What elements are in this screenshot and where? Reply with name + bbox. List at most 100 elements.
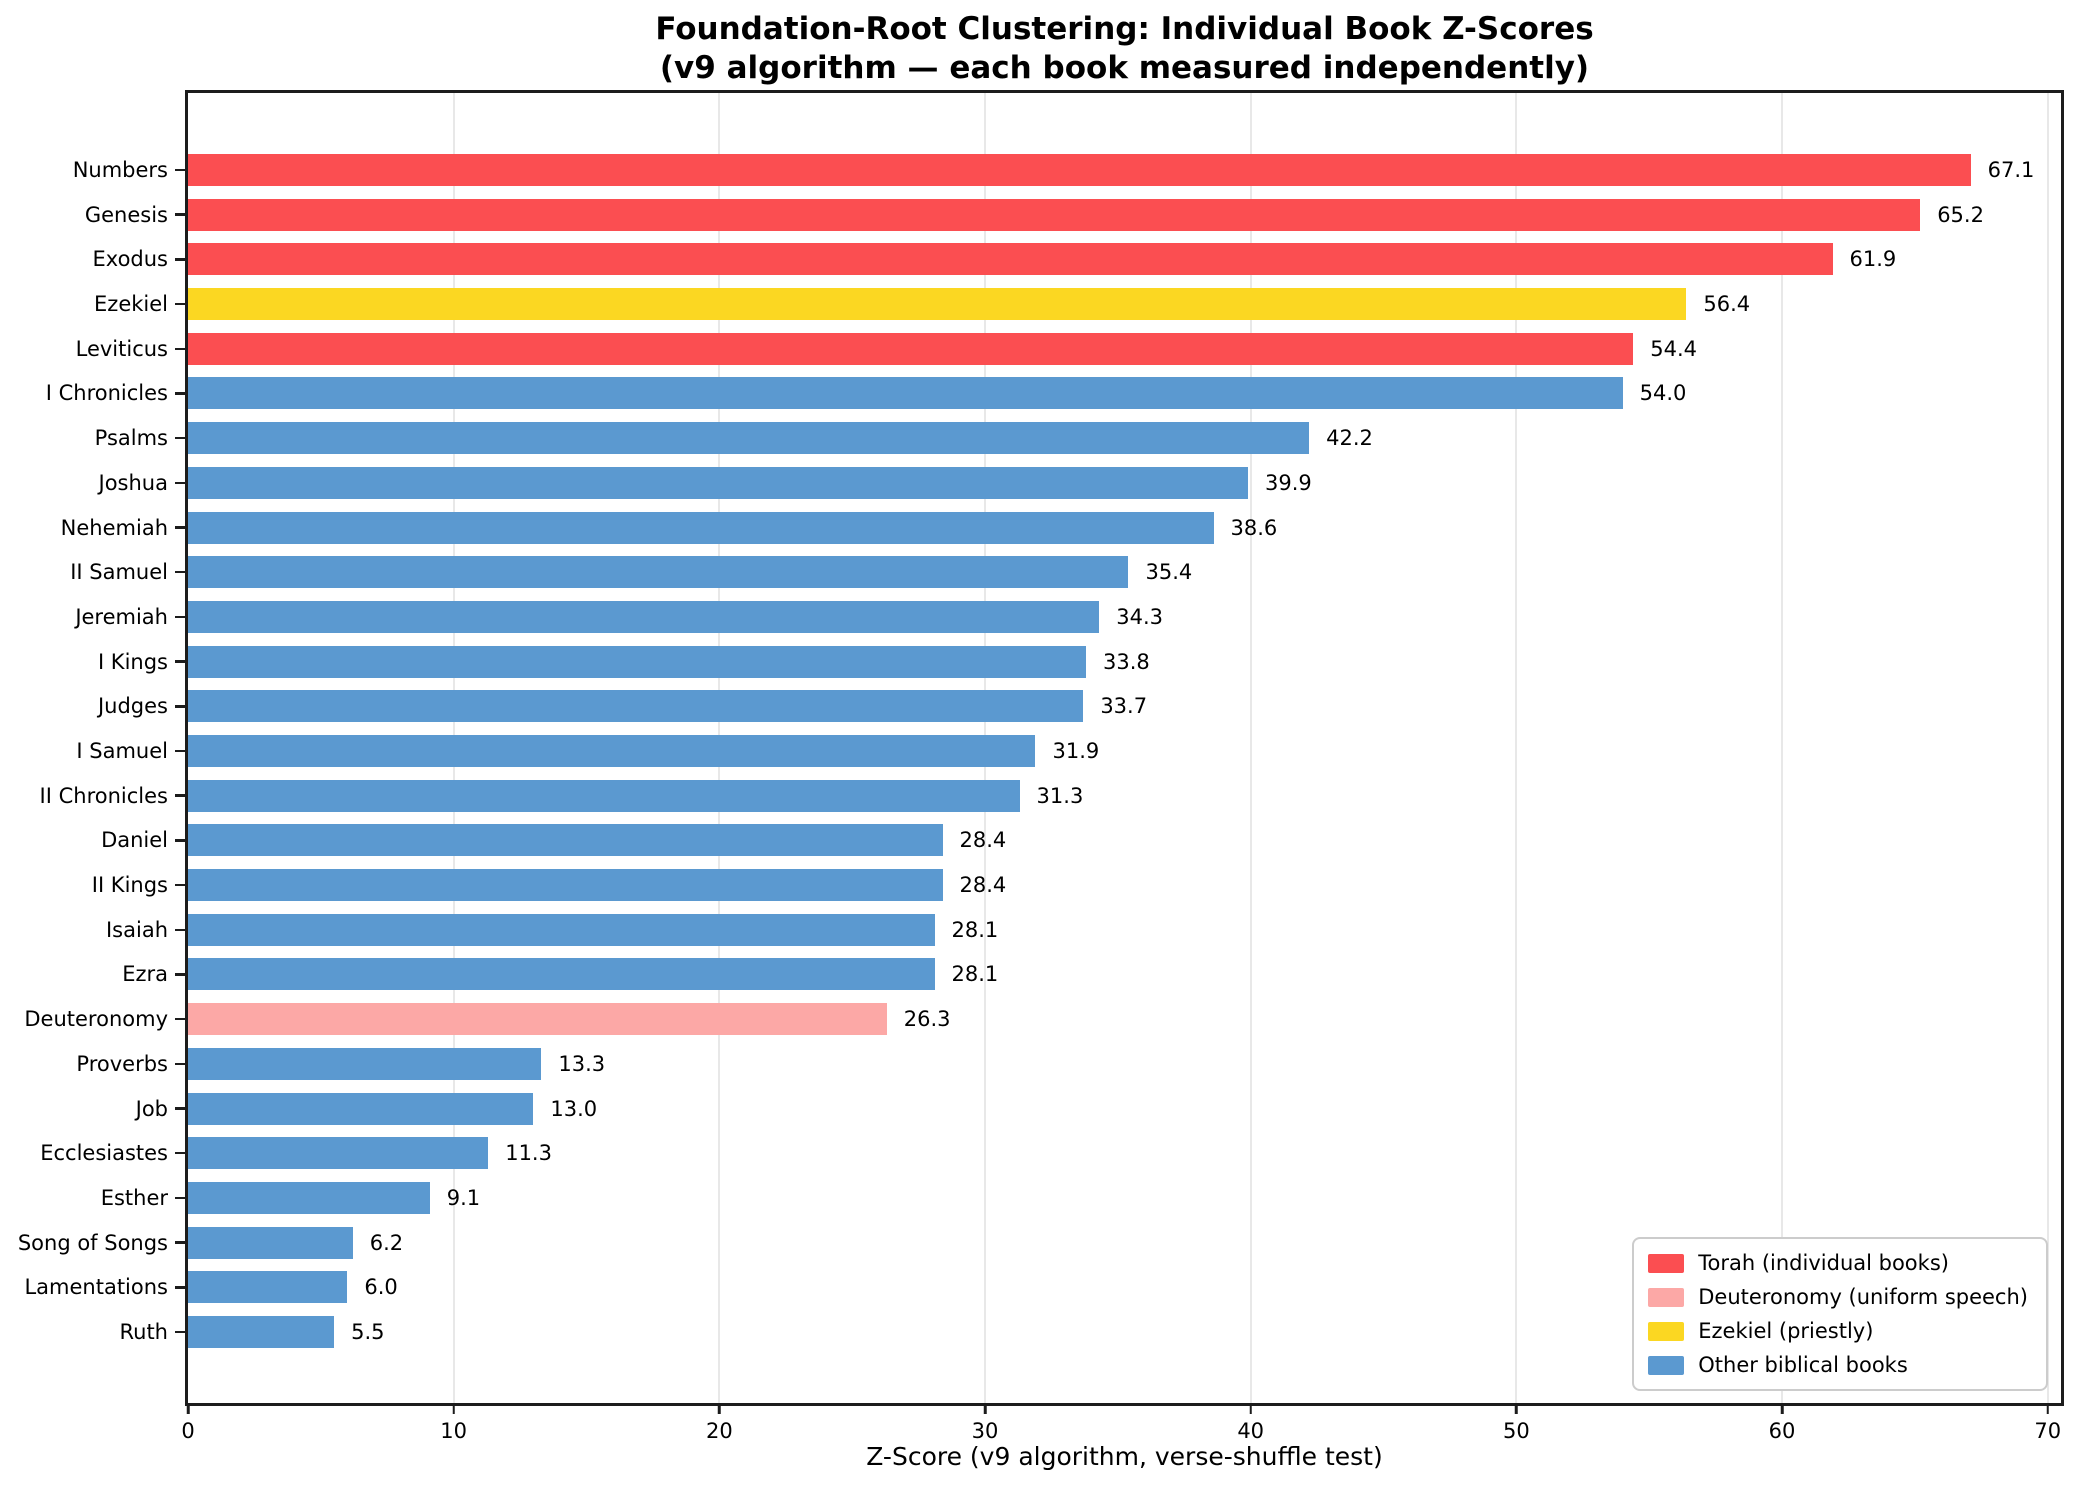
x-tick-label: 0 <box>181 1419 195 1443</box>
bar <box>188 1226 353 1259</box>
y-tick-label: Ezra <box>122 962 168 987</box>
y-tick-label: Judges <box>97 694 168 719</box>
y-tick-label: Exodus <box>92 247 168 272</box>
y-tick-mark <box>175 705 185 708</box>
plot-area: 0 10 20 30 40 50 60 70 Numbers 67.1 Genesis 65.2 Exo… <box>18 90 2064 1443</box>
bar <box>188 1181 430 1214</box>
legend-item: Deuteronomy (uniform speech) <box>1648 1285 2028 1309</box>
y-tick-label: Daniel <box>101 828 168 853</box>
bar <box>188 1047 542 1080</box>
y-tick-mark <box>175 392 185 395</box>
bar <box>188 824 943 857</box>
bar <box>188 600 1100 633</box>
y-tick-label: Esther <box>100 1185 168 1210</box>
y-tick-mark <box>175 973 185 976</box>
value-label: 31.9 <box>1052 739 1100 763</box>
y-tick-label: Jeremiah <box>75 604 168 629</box>
y-tick-label: I Chronicles <box>45 381 168 406</box>
value-label: 65.2 <box>1937 202 1984 227</box>
y-tick-mark <box>175 1241 185 1244</box>
y-tick-mark <box>175 570 185 574</box>
x-axis-label: Z-Score (v9 algorithm, verse-shuffle tes… <box>866 1442 1383 1471</box>
legend-label: Deuteronomy (uniform speech) <box>1698 1285 2028 1309</box>
gridline <box>2046 93 2049 1403</box>
y-tick-label: II Chronicles <box>39 783 168 808</box>
bar <box>188 690 1084 723</box>
x-tick-label: 50 <box>1502 1419 1530 1443</box>
y-tick-mark <box>175 258 185 261</box>
x-tick-mark <box>983 1403 987 1414</box>
value-label: 61.9 <box>1849 247 1897 272</box>
x-tick-label: 20 <box>705 1419 733 1443</box>
value-label: 34.3 <box>1116 604 1164 629</box>
value-label: 33.8 <box>1102 649 1150 674</box>
y-tick-mark <box>175 1196 185 1200</box>
bar <box>188 779 1020 812</box>
y-tick-mark <box>175 660 185 663</box>
value-label: 6.0 <box>364 1275 398 1300</box>
y-tick-label: Joshua <box>98 470 168 495</box>
y-tick-mark <box>175 302 185 306</box>
bar <box>188 377 1623 410</box>
y-tick-label: I Samuel <box>76 739 168 763</box>
y-tick-label: Lamentations <box>24 1275 168 1300</box>
value-label: 28.1 <box>951 962 999 987</box>
legend-swatch <box>1648 1355 1685 1375</box>
value-label: 28.1 <box>951 917 999 942</box>
legend: Torah (individual books) Deuteronomy (uni… <box>1632 1237 2048 1391</box>
y-tick-mark <box>175 883 185 887</box>
x-tick-mark <box>718 1403 721 1414</box>
bar <box>188 288 1687 321</box>
bar <box>188 958 935 991</box>
y-tick-mark <box>175 1286 185 1289</box>
value-label: 38.6 <box>1230 515 1278 540</box>
bar <box>188 154 1971 186</box>
chart-title: Foundation-Root Clustering: Individual B… <box>655 11 1594 86</box>
legend-swatch <box>1648 1253 1685 1273</box>
y-tick-mark <box>175 928 185 932</box>
value-label: 33.7 <box>1100 694 1148 719</box>
legend-item: Torah (individual books) <box>1648 1251 2028 1275</box>
y-tick-label: Nehemiah <box>60 515 168 540</box>
x-tick-label: 30 <box>971 1419 999 1443</box>
y-tick-label: Proverbs <box>76 1051 168 1076</box>
y-tick-mark <box>175 1151 185 1155</box>
value-label: 35.4 <box>1145 560 1193 585</box>
y-tick-label: Psalms <box>94 426 168 451</box>
value-label: 39.9 <box>1265 470 1312 495</box>
gridline <box>1781 93 1784 1403</box>
y-tick-label: Leviticus <box>75 336 168 361</box>
y-tick-mark <box>175 347 185 351</box>
x-tick-label: 40 <box>1237 1419 1265 1443</box>
bar <box>188 511 1214 544</box>
y-tick-mark <box>175 615 185 619</box>
value-label: 42.2 <box>1326 426 1373 451</box>
x-tick-mark <box>186 1403 190 1414</box>
bar <box>188 422 1310 455</box>
y-tick-label: Deuteronomy <box>24 1007 168 1032</box>
value-label: 67.1 <box>1987 158 2035 182</box>
legend-label: Torah (individual books) <box>1698 1251 1949 1275</box>
y-tick-label: Job <box>135 1096 168 1121</box>
bar <box>188 645 1086 678</box>
y-tick-mark <box>175 481 185 485</box>
y-tick-mark <box>175 1107 185 1110</box>
bar <box>188 1137 489 1170</box>
value-label: 54.4 <box>1650 336 1698 361</box>
y-tick-label: Genesis <box>84 202 168 227</box>
legend-swatch <box>1648 1287 1685 1307</box>
y-tick-label: Song of Songs <box>17 1230 168 1255</box>
value-label: 5.5 <box>351 1320 385 1344</box>
legend-swatch <box>1648 1321 1685 1341</box>
legend-label: Ezekiel (priestly) <box>1698 1319 1874 1343</box>
value-label: 13.0 <box>550 1096 598 1121</box>
value-label: 56.4 <box>1703 292 1751 317</box>
value-label: 9.1 <box>446 1185 481 1210</box>
legend-item: Ezekiel (priestly) <box>1648 1319 2028 1343</box>
x-tick-mark <box>1780 1403 1784 1414</box>
y-tick-mark <box>175 168 185 172</box>
value-label: 11.3 <box>505 1141 552 1166</box>
bar <box>188 1271 348 1304</box>
y-tick-label: Ecclesiastes <box>40 1141 168 1166</box>
